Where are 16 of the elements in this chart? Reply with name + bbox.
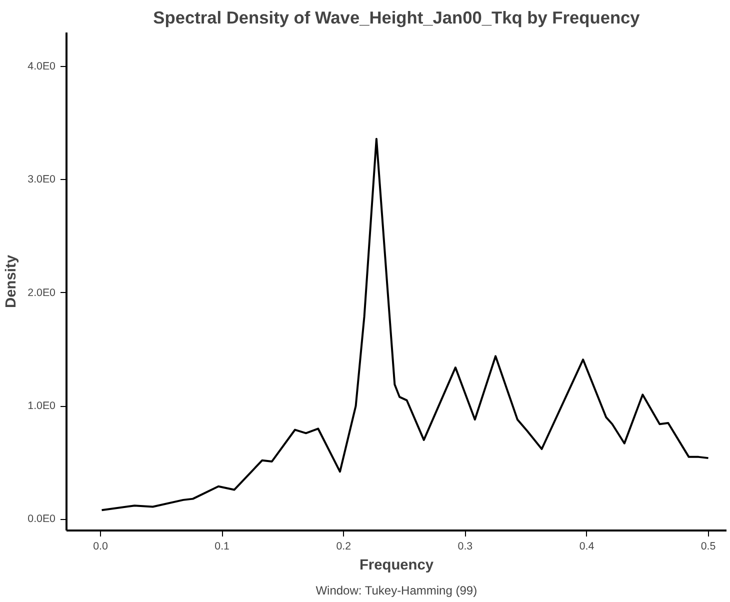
text: Window: Tukey-Hamming (99) [316,584,478,598]
y-tick-label: 3.0E0 [28,174,56,186]
y-tick-label: 0.0E0 [28,513,56,526]
y-tick-label: 2.0E0 [28,286,56,299]
x-tick-label: 0.1 [214,540,230,552]
y-axis-title: Density [4,254,20,308]
x-tick-label: 0.4 [579,540,594,552]
line-series [100,138,710,512]
x-axis-title: Frequency [359,558,434,574]
chart-title: Spectral Density of Wave_Height_Jan00_Tkq by Frequency [153,8,640,28]
x-tick-label: 0.3 [458,540,473,552]
x-tick-label: 0.2 [336,540,352,552]
x-tick-label: 0.5 [700,540,716,552]
y-tick-label: 1.0E0 [28,400,56,412]
y-tick-label: 4.0E0 [28,60,56,72]
x-tick-label: 0.0 [93,540,108,552]
